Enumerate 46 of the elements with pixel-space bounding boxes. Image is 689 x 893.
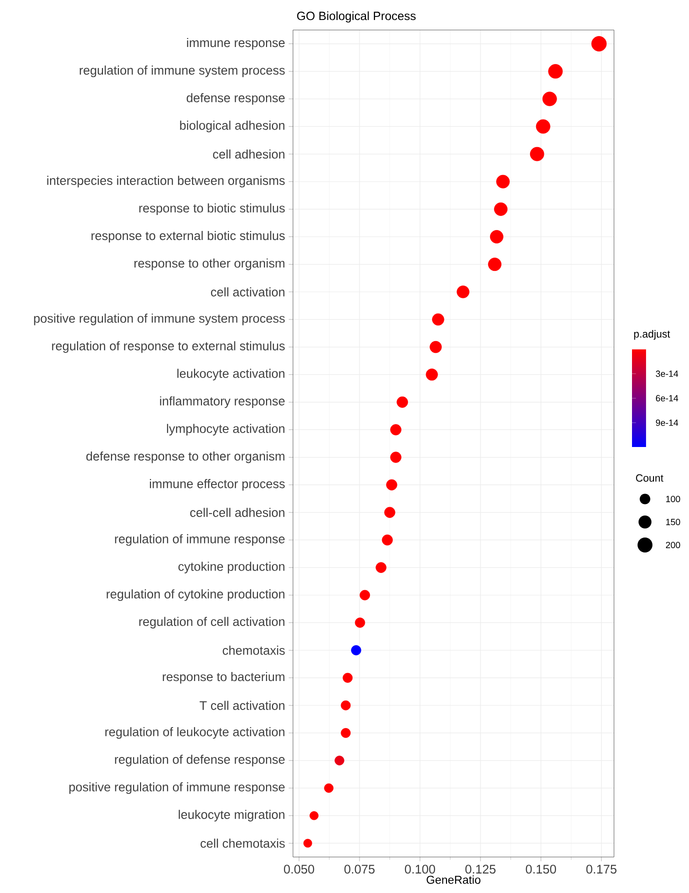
- y-tick-label: chemotaxis: [222, 646, 285, 655]
- y-tick-label: leukocyte activation: [177, 368, 284, 380]
- x-tick-label: 0.175: [586, 864, 616, 874]
- legend-label: 100: [666, 496, 680, 502]
- x-tick-label: 0.075: [344, 864, 375, 874]
- y-tick-label: regulation of cell activation: [139, 616, 284, 628]
- y-tick-label: cell-cell adhesion: [190, 508, 284, 517]
- color-bar-label: 3e-14: [656, 370, 678, 377]
- y-tick-label: regulation of cytokine production: [106, 589, 284, 601]
- color-bar-label: 6e-14: [656, 395, 678, 402]
- y-tick-label: positive regulation of immune system process: [34, 314, 285, 326]
- y-tick-label: regulation of response to external stimulus: [52, 341, 285, 353]
- x-axis-title: GeneRatio: [426, 875, 480, 884]
- y-tick-label: lymphocyte activation: [167, 424, 284, 436]
- x-tick-label: 0.100: [404, 864, 436, 874]
- y-tick-label: defense response to other organism: [86, 451, 284, 464]
- y-tick-label: cell adhesion: [213, 149, 284, 159]
- x-tick-label: 0.150: [526, 864, 556, 874]
- y-tick-label: regulation of immune system process: [80, 66, 285, 78]
- y-tick-label: T cell activation: [200, 700, 284, 710]
- y-tick-label: biological adhesion: [180, 120, 284, 132]
- y-tick-label: interspecies interaction between organisms: [47, 176, 285, 188]
- y-tick-label: regulation of defense response: [115, 754, 285, 766]
- y-tick-label: response to external biotic stimulus: [92, 230, 285, 243]
- y-tick-label: regulation of immune response: [115, 534, 285, 546]
- y-tick-label: response to bacterium: [162, 672, 284, 684]
- color-bar-label: 9e-14: [656, 420, 678, 426]
- legend-label: 200: [666, 542, 680, 548]
- y-tick-label: cytokine production: [178, 562, 284, 574]
- y-tick-label: leukocyte migration: [178, 810, 284, 822]
- y-tick-label: response to other organism: [134, 258, 284, 270]
- color-bar-title: p.adjust: [634, 330, 670, 340]
- y-tick-label: regulation of leukocyte activation: [105, 727, 284, 739]
- y-tick-label: immune effector process: [150, 479, 285, 491]
- y-tick-label: response to biotic stimulus: [139, 203, 285, 215]
- y-tick-label: cell chemotaxis: [200, 838, 285, 848]
- y-tick-label: immune response: [187, 38, 285, 50]
- legend-title: Count: [636, 474, 664, 482]
- y-tick-label: defense response: [186, 93, 285, 105]
- y-tick-label: positive regulation of immune response: [69, 782, 285, 794]
- y-tick-label: cell activation: [211, 287, 284, 296]
- chart-title: GO Biological Process: [297, 11, 416, 23]
- y-tick-label: inflammatory response: [160, 396, 285, 408]
- x-tick-label: 0.050: [284, 864, 314, 874]
- x-tick-label: 0.125: [465, 864, 496, 874]
- legend-label: 150: [666, 518, 680, 526]
